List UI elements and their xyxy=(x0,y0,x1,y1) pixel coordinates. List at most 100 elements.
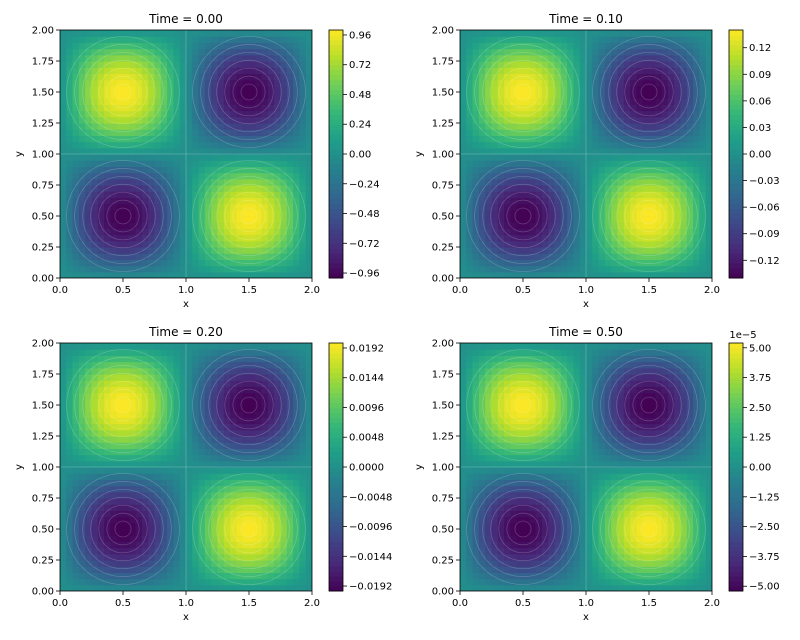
heatmap-cell xyxy=(642,216,650,223)
heatmap-cell xyxy=(604,98,612,105)
heatmap-cell xyxy=(305,98,312,105)
heatmap-cell xyxy=(299,578,307,586)
heatmap-cell xyxy=(299,216,307,223)
heatmap-cell xyxy=(66,123,74,130)
heatmap-cell xyxy=(617,203,625,211)
heatmap-cell xyxy=(261,222,269,229)
heatmap-cell xyxy=(97,216,105,223)
heatmap-cell xyxy=(623,178,631,186)
heatmap-cell xyxy=(523,247,530,254)
heatmap-cell xyxy=(192,203,200,211)
heatmap-cell xyxy=(78,510,86,518)
heatmap-cell xyxy=(129,535,137,542)
heatmap-cell xyxy=(623,104,631,112)
heatmap-cell xyxy=(667,203,675,211)
heatmap-cell xyxy=(567,197,574,205)
heatmap-cell xyxy=(261,398,269,406)
heatmap-cell xyxy=(135,510,143,518)
heatmap-cell xyxy=(649,116,656,124)
heatmap-cell xyxy=(116,135,124,143)
heatmap-cell xyxy=(123,42,130,50)
colorbar-segment xyxy=(729,119,743,125)
heatmap-cell xyxy=(104,172,111,180)
heatmap-cell xyxy=(249,349,256,356)
heatmap-cell xyxy=(293,234,300,242)
heatmap-cell xyxy=(293,522,300,530)
heatmap-cell xyxy=(192,349,200,356)
heatmap-cell xyxy=(573,222,581,229)
heatmap-cell xyxy=(148,203,156,211)
heatmap-cell xyxy=(460,135,467,143)
heatmap-cell xyxy=(167,343,174,350)
heatmap-cell xyxy=(274,361,282,369)
heatmap-cell xyxy=(567,253,574,260)
heatmap-cell xyxy=(72,454,80,462)
heatmap-cell xyxy=(204,247,212,254)
heatmap-cell xyxy=(123,191,130,198)
heatmap-cell xyxy=(104,30,111,37)
heatmap-cell xyxy=(586,209,593,217)
heatmap-cell xyxy=(274,448,282,456)
heatmap-cell xyxy=(110,361,118,369)
heatmap-cell xyxy=(91,367,99,375)
heatmap-cell xyxy=(223,479,231,487)
heatmap-cell xyxy=(261,535,269,542)
heatmap-cell xyxy=(217,104,225,112)
heatmap-cell xyxy=(160,584,168,591)
heatmap-cell xyxy=(261,448,269,456)
heatmap-cell xyxy=(236,172,244,180)
heatmap-cell xyxy=(299,560,307,567)
heatmap-cell xyxy=(66,160,74,167)
heatmap-cell xyxy=(598,30,606,37)
colorbar-segment xyxy=(329,64,343,71)
contour-line xyxy=(616,59,682,125)
heatmap-cell xyxy=(274,578,282,586)
heatmap-cell xyxy=(705,172,712,180)
heatmap-cell xyxy=(223,460,231,468)
heatmap-cell xyxy=(529,36,537,43)
heatmap-cell xyxy=(280,85,288,93)
heatmap-cell xyxy=(192,129,200,136)
heatmap-cell xyxy=(491,222,499,229)
x-tick-label: 0.0 xyxy=(452,285,468,296)
heatmap-cell xyxy=(693,209,700,217)
heatmap-cell xyxy=(192,92,200,99)
heatmap-cell xyxy=(592,271,600,278)
heatmap-cell xyxy=(110,123,118,130)
heatmap-cell xyxy=(293,160,300,167)
colorbar-segment xyxy=(729,178,743,185)
heatmap-cell xyxy=(242,216,250,223)
heatmap-cell xyxy=(592,265,600,273)
heatmap-cell xyxy=(510,54,518,62)
heatmap-cell xyxy=(293,473,300,480)
heatmap-cell xyxy=(478,209,486,217)
heatmap-cell xyxy=(60,392,67,400)
heatmap-cell xyxy=(485,222,493,229)
heatmap-cell xyxy=(60,247,67,254)
heatmap-cell xyxy=(160,374,168,381)
heatmap-cell xyxy=(485,240,493,248)
heatmap-cell xyxy=(85,541,93,549)
heatmap-cell xyxy=(85,123,93,130)
heatmap-cell xyxy=(293,343,300,350)
heatmap-cell xyxy=(567,110,574,118)
heatmap-cell xyxy=(173,123,181,130)
heatmap-cell xyxy=(110,467,118,474)
heatmap-cell xyxy=(116,510,124,518)
heatmap-cell xyxy=(204,367,212,375)
heatmap-cell xyxy=(116,203,124,211)
heatmap-cell xyxy=(141,584,149,591)
heatmap-cell xyxy=(249,448,256,456)
heatmap-cell xyxy=(135,541,143,549)
heatmap-cell xyxy=(179,560,187,567)
heatmap-cell xyxy=(661,30,669,37)
heatmap-cell xyxy=(129,79,137,87)
heatmap-cell xyxy=(548,61,556,68)
heatmap-cell xyxy=(173,30,181,37)
heatmap-cell xyxy=(523,265,530,273)
heatmap-cell xyxy=(135,172,143,180)
heatmap-cell xyxy=(78,197,86,205)
heatmap-cell xyxy=(97,429,105,437)
heatmap-cell xyxy=(154,411,162,418)
heatmap-cell xyxy=(160,560,168,567)
